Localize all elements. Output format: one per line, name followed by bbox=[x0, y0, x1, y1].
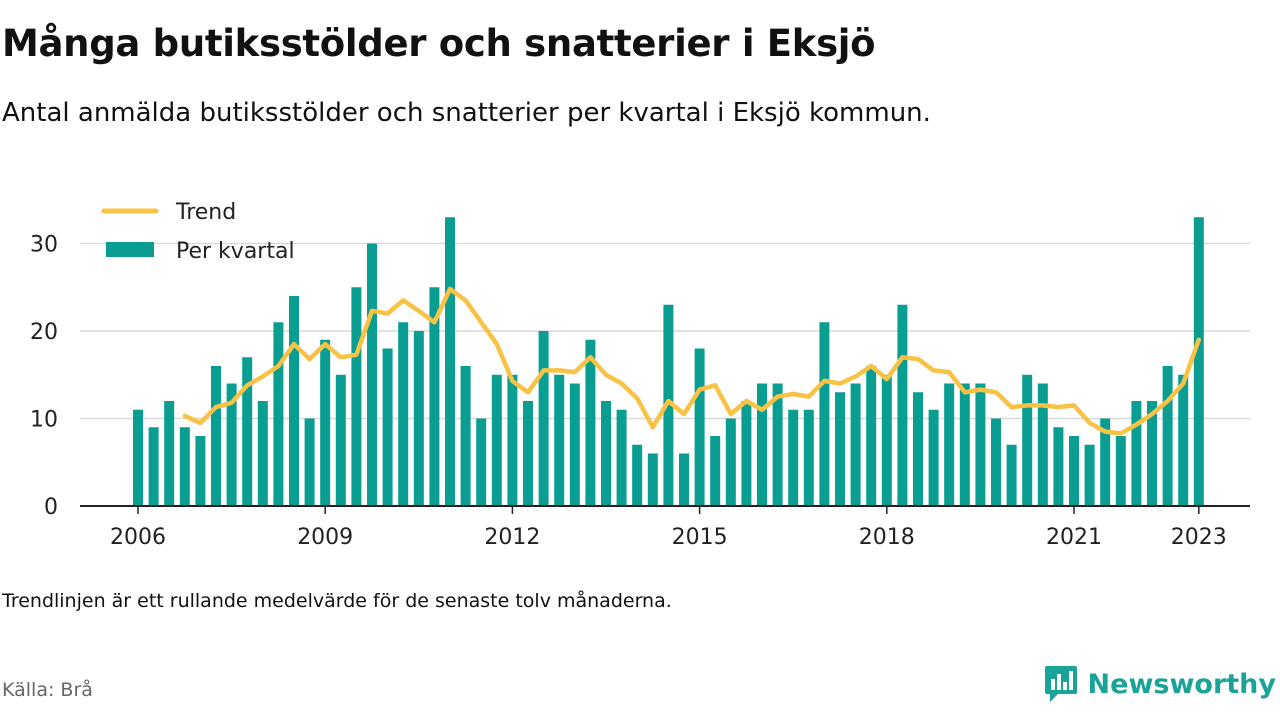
bar bbox=[881, 374, 892, 506]
bar bbox=[429, 287, 440, 506]
bar bbox=[710, 436, 721, 506]
bar bbox=[616, 409, 627, 506]
y-tick-label: 20 bbox=[30, 320, 58, 345]
bar bbox=[320, 339, 331, 506]
x-tick-label: 2015 bbox=[672, 525, 728, 550]
bar bbox=[1069, 436, 1079, 506]
chart: 0 10 20 30 2006 2009 2012 2015 2018 2021 2023 Tren… bbox=[30, 200, 1250, 550]
bar bbox=[211, 366, 221, 506]
bar bbox=[1147, 401, 1157, 506]
bar-series bbox=[133, 217, 1204, 506]
footnote: Trendlinjen är ett rullande medelvärde f… bbox=[2, 590, 672, 612]
bar bbox=[304, 418, 315, 506]
bar bbox=[133, 409, 143, 506]
y-tick-label: 10 bbox=[30, 408, 58, 433]
x-tick-label: 2006 bbox=[110, 525, 166, 550]
bar bbox=[1193, 217, 1204, 506]
bar bbox=[928, 409, 939, 506]
bar bbox=[1037, 383, 1048, 506]
x-tick-label: 2012 bbox=[484, 525, 540, 550]
bar bbox=[585, 339, 596, 506]
legend-bar-swatch bbox=[106, 242, 154, 257]
bar bbox=[507, 374, 518, 506]
bar bbox=[148, 427, 159, 506]
bar bbox=[632, 444, 643, 506]
bar bbox=[725, 418, 736, 506]
bar bbox=[491, 374, 502, 506]
bar bbox=[1162, 366, 1173, 506]
brand-logo: Newsworthy bbox=[1044, 665, 1276, 703]
x-tick-label: 2023 bbox=[1171, 525, 1227, 550]
bar bbox=[164, 401, 175, 506]
trend-line bbox=[182, 286, 1202, 436]
bar bbox=[803, 409, 814, 506]
axes: 0 10 20 30 2006 2009 2012 2015 2018 2021 2023 bbox=[30, 233, 1250, 550]
bar-chart-bubble-icon bbox=[1044, 666, 1077, 702]
bar bbox=[335, 374, 346, 506]
bar bbox=[601, 401, 611, 506]
bar bbox=[257, 401, 268, 506]
bar bbox=[460, 366, 471, 506]
bar bbox=[1100, 418, 1111, 506]
brand-name: Newsworthy bbox=[1087, 668, 1276, 700]
page-subtitle: Antal anmälda butiksstölder och snatteri… bbox=[2, 98, 931, 128]
bar bbox=[1178, 374, 1189, 506]
bar bbox=[835, 392, 845, 506]
bar bbox=[772, 383, 783, 506]
bar bbox=[647, 453, 658, 506]
bar bbox=[242, 357, 253, 506]
bar bbox=[757, 383, 767, 506]
legend: Trend Per kvartal bbox=[101, 200, 295, 264]
bar bbox=[679, 453, 689, 506]
bar bbox=[398, 322, 409, 506]
bar bbox=[351, 287, 362, 506]
legend-trend-label: Trend bbox=[175, 200, 236, 225]
bar bbox=[694, 348, 705, 506]
legend-bar-label: Per kvartal bbox=[176, 239, 295, 264]
bar bbox=[569, 383, 580, 506]
bar bbox=[991, 418, 1001, 506]
bar bbox=[741, 401, 752, 506]
bar bbox=[367, 243, 377, 506]
bar bbox=[226, 383, 237, 506]
bar bbox=[913, 392, 923, 506]
bar bbox=[1006, 444, 1017, 506]
bar bbox=[195, 436, 206, 506]
source-credit: Källa: Brå bbox=[2, 679, 93, 701]
bar bbox=[476, 418, 487, 506]
x-tick-label: 2018 bbox=[859, 525, 915, 550]
page-title: Många butiksstölder och snatterier i Eks… bbox=[2, 22, 876, 65]
bar bbox=[538, 331, 549, 506]
bar bbox=[975, 383, 986, 506]
x-tick-label: 2009 bbox=[297, 525, 353, 550]
x-tick-label: 2021 bbox=[1046, 525, 1102, 550]
y-tick-label: 0 bbox=[44, 495, 58, 520]
bar bbox=[866, 366, 877, 506]
bar bbox=[554, 374, 565, 506]
bar bbox=[1115, 436, 1126, 506]
bar bbox=[788, 409, 799, 506]
bar bbox=[1131, 401, 1142, 506]
bar bbox=[944, 383, 955, 506]
bar bbox=[289, 296, 299, 506]
bar bbox=[523, 401, 533, 506]
bar bbox=[897, 304, 908, 506]
y-tick-label: 30 bbox=[30, 233, 58, 258]
bar bbox=[179, 427, 190, 506]
bar bbox=[959, 383, 970, 506]
bar bbox=[413, 331, 424, 506]
bar bbox=[819, 322, 830, 506]
bar bbox=[1084, 444, 1095, 506]
bar bbox=[382, 348, 393, 506]
trend-series bbox=[182, 286, 1202, 436]
bar bbox=[1053, 427, 1064, 506]
bar bbox=[445, 217, 455, 506]
bar bbox=[1022, 374, 1033, 506]
bar bbox=[273, 322, 284, 506]
bar bbox=[850, 383, 861, 506]
